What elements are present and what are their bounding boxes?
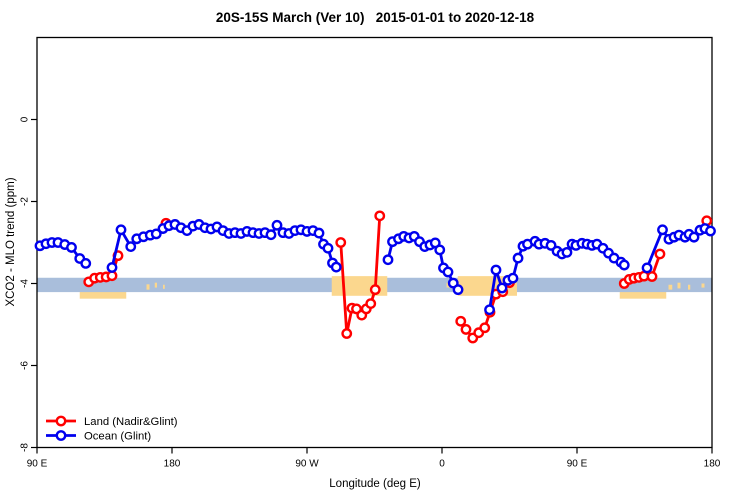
ocean-series-marker <box>496 282 508 294</box>
ocean-series-marker <box>125 241 137 253</box>
land-series-marker <box>460 324 472 335</box>
y-tick-label: -8 <box>20 443 31 452</box>
land-region-speck <box>163 284 165 289</box>
ocean-series-marker <box>313 227 325 239</box>
ocean-series-marker <box>265 229 277 241</box>
ocean-series-marker <box>561 246 573 258</box>
land-series-marker <box>455 315 467 327</box>
x-tick-label: 90 W <box>295 459 319 470</box>
ocean-series-marker <box>641 262 653 274</box>
ocean-series-marker <box>322 242 334 254</box>
land-series-marker <box>369 284 381 296</box>
ocean-series-marker <box>452 284 464 296</box>
ocean-series-marker <box>115 224 127 236</box>
land-series-marker <box>341 328 353 339</box>
legend-label-ocean: Ocean (Glint) <box>84 431 151 443</box>
land-region-speck <box>154 282 157 288</box>
land-region-speck <box>446 282 450 288</box>
y-axis-title: XCO2 - MLO trend (ppm) <box>5 177 17 307</box>
x-axis-title: Longitude (deg E) <box>329 478 421 490</box>
ocean-series-marker <box>434 244 446 256</box>
ocean-series-marker <box>657 224 668 236</box>
y-tick-label: -6 <box>20 361 31 370</box>
ocean-series-marker <box>330 261 342 273</box>
x-tick-label: 90 E <box>567 459 588 470</box>
ocean-series-marker <box>106 262 118 273</box>
land-series-marker <box>335 237 347 248</box>
ocean-series-marker <box>66 242 77 253</box>
ocean-series-marker <box>688 231 700 243</box>
ocean-series-marker <box>490 264 502 276</box>
ocean-series-marker <box>382 254 394 266</box>
land-series-marker <box>646 271 658 282</box>
ocean-series-marker <box>512 252 524 264</box>
ocean-series-marker <box>618 259 630 271</box>
x-tick-label: 180 <box>164 459 181 470</box>
x-tick-label: 90 E <box>27 459 48 470</box>
x-tick-label: 0 <box>439 459 445 470</box>
y-tick-label: 0 <box>20 116 31 122</box>
land-region-speck <box>677 282 681 289</box>
x-tick-label: 180 <box>704 459 721 470</box>
ocean-series-marker <box>442 266 454 278</box>
legend-label-land: Land (Nadir&Glint) <box>84 416 178 428</box>
ocean-series-marker <box>484 304 495 316</box>
land-region-speck <box>668 284 673 290</box>
ocean-series-marker <box>271 219 283 231</box>
y-tick-label: -2 <box>20 197 31 206</box>
ocean-series-marker <box>150 228 162 240</box>
land-series-marker <box>365 298 377 309</box>
ocean-series-marker <box>507 272 519 284</box>
legend-marker-ocean <box>55 430 67 441</box>
land-region-speck <box>146 284 150 290</box>
y-tick-label: -4 <box>20 279 31 288</box>
legend-marker-land <box>55 415 67 427</box>
ocean-series-marker <box>705 225 716 237</box>
land-series-marker <box>479 322 491 334</box>
land-region-speck <box>701 283 705 288</box>
land-region-speck <box>688 284 691 290</box>
chart-title: 20S-15S March (Ver 10) 2015-01-01 to 202… <box>215 10 535 25</box>
ocean-series-marker <box>80 258 92 269</box>
land-series-marker <box>374 210 386 222</box>
land-series-marker <box>654 248 666 260</box>
